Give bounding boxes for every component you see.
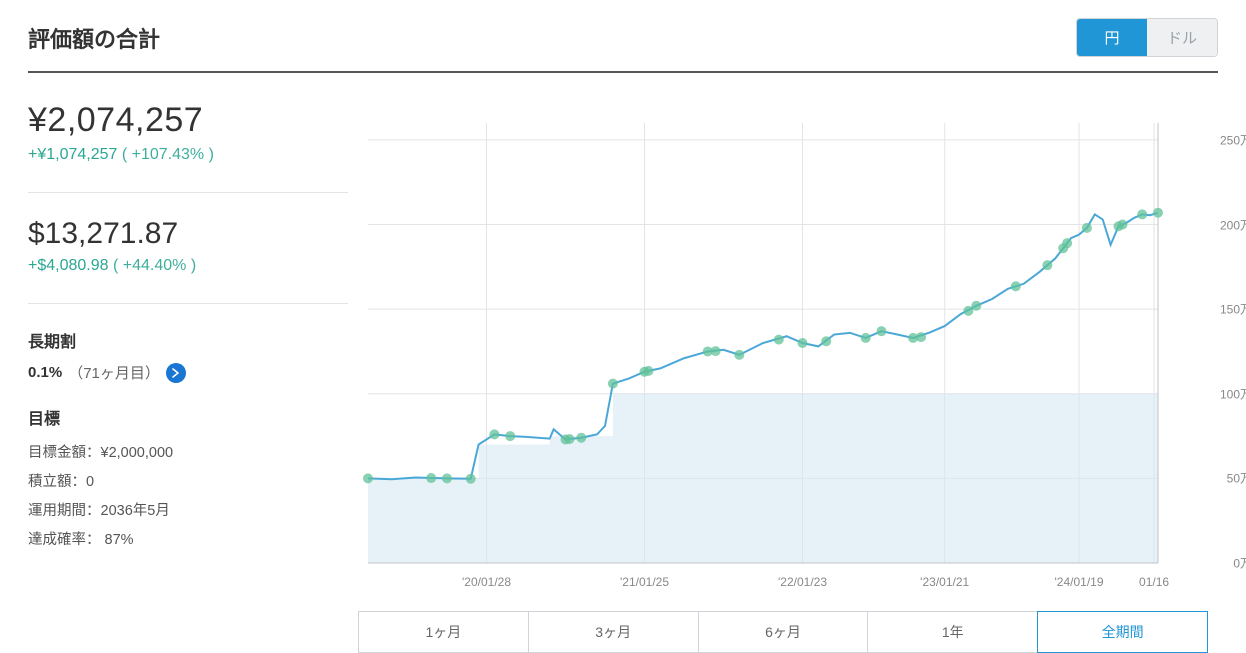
x-axis-label: '24/01/19: [1054, 575, 1103, 589]
usd-gain-amount: +$4,080.98: [28, 257, 109, 274]
y-axis-label: 50万: [1227, 470, 1246, 487]
jpy-gain: +¥1,074,257 ( +107.43% ): [28, 146, 348, 164]
y-axis-label: 100万: [1220, 385, 1246, 402]
summary-panel: ¥2,074,257 +¥1,074,257 ( +107.43% ) $13,…: [28, 73, 348, 653]
header: 評価額の合計 円 ドル: [0, 0, 1246, 65]
goal-period: 運用期間：2036年5月: [28, 497, 348, 526]
long-term-label: 長期割: [28, 328, 348, 352]
x-axis-label: '21/01/25: [620, 575, 669, 589]
usd-value: $13,271.87: [28, 217, 348, 251]
y-axis-label: 200万: [1220, 216, 1246, 233]
goal-installment: 積立額：0: [28, 468, 348, 497]
jpy-value: ¥2,074,257: [28, 101, 348, 140]
y-axis-label: 150万: [1220, 301, 1246, 318]
page-title: 評価額の合計: [28, 22, 160, 54]
y-axis-label: 250万: [1220, 131, 1246, 148]
main: ¥2,074,257 +¥1,074,257 ( +107.43% ) $13,…: [0, 73, 1246, 653]
long-term-months: （71ヶ月目）: [68, 362, 160, 383]
goal-probability: 達成確率： 87%: [28, 526, 348, 555]
long-term-row: 0.1% （71ヶ月目）: [28, 362, 348, 383]
divider-1: [28, 192, 348, 193]
jpy-gain-pct: ( +107.43% ): [122, 146, 214, 163]
goal-label: 目標: [28, 405, 348, 429]
x-axis-label: 01/16: [1139, 575, 1169, 589]
currency-tab-dollar[interactable]: ドル: [1147, 19, 1217, 56]
x-axis-label: '20/01/28: [462, 575, 511, 589]
usd-gain-pct: ( +44.40% ): [113, 257, 196, 274]
arrow-right-icon[interactable]: [166, 363, 186, 383]
currency-toggle: 円 ドル: [1076, 18, 1218, 57]
divider-2: [28, 303, 348, 304]
usd-gain: +$4,080.98 ( +44.40% ): [28, 257, 348, 275]
x-axis-label: '22/01/23: [778, 575, 827, 589]
chart-panel: 0万50万100万150万200万250万'20/01/28'21/01/25'…: [348, 73, 1218, 653]
portfolio-chart: 0万50万100万150万200万250万'20/01/28'21/01/25'…: [358, 83, 1208, 603]
x-axis-label: '23/01/21: [920, 575, 969, 589]
jpy-gain-amount: +¥1,074,257: [28, 146, 117, 163]
long-term-rate: 0.1%: [28, 364, 62, 381]
currency-tab-yen[interactable]: 円: [1077, 19, 1147, 56]
goal-amount: 目標金額：¥2,000,000: [28, 439, 348, 468]
y-axis-label: 0万: [1233, 555, 1246, 572]
